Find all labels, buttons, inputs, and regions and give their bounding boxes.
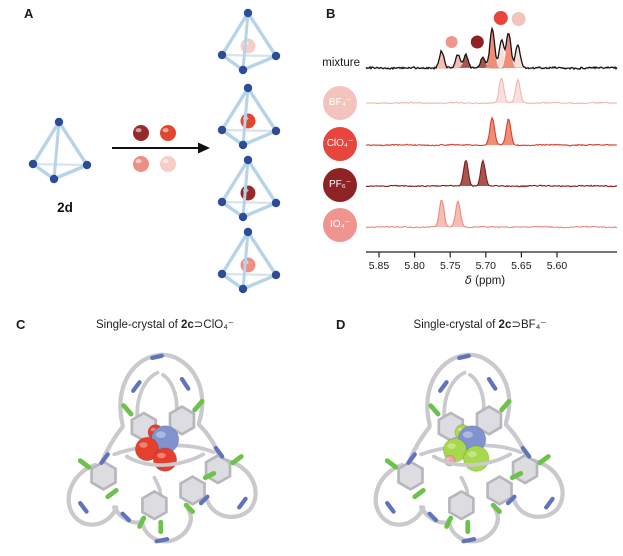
nmr-fill-IO4 bbox=[366, 200, 617, 228]
guest-anion-sphere bbox=[240, 185, 256, 201]
cage-vertex bbox=[271, 51, 281, 61]
panel-c-title-prefix: Single-crystal of bbox=[95, 319, 181, 331]
assignment-dot-PF6 bbox=[470, 35, 484, 49]
cage-vertex bbox=[271, 270, 281, 280]
free-anion-sphere bbox=[160, 125, 176, 141]
cage-vertex bbox=[243, 227, 253, 237]
nmr-fill-ClO4 bbox=[366, 117, 617, 146]
cage-vertex bbox=[243, 83, 253, 93]
cage-vertex bbox=[238, 284, 248, 294]
cage-vertex bbox=[243, 8, 253, 18]
cage-vertex bbox=[217, 125, 227, 135]
cage-vertex bbox=[238, 65, 248, 75]
nmr-trace-IO4 bbox=[365, 199, 618, 229]
tetrahedron-cage bbox=[217, 83, 281, 150]
tetrahedron-cage bbox=[28, 117, 92, 184]
guest-atom-sphere bbox=[462, 445, 490, 472]
encapsulated-anion bbox=[134, 424, 180, 472]
delta-symbol: δ bbox=[464, 273, 472, 287]
panel-d-title-compound: 2c bbox=[498, 319, 512, 331]
x-tick-label: 5.65 bbox=[511, 260, 532, 272]
nmr-trace-BF4 bbox=[365, 77, 618, 105]
tetrahedron-cage bbox=[217, 227, 281, 294]
assignment-dot-BF4 bbox=[511, 12, 526, 26]
encapsulated-anion bbox=[442, 424, 490, 472]
free-anion-sphere bbox=[133, 156, 149, 172]
panel-c-label: C bbox=[16, 317, 26, 332]
cage-vertex bbox=[217, 197, 227, 207]
nmr-trace-PF6 bbox=[365, 158, 618, 188]
cage-vertex bbox=[54, 117, 64, 127]
tetrahedron-cage bbox=[217, 8, 281, 75]
panel-d-title-prefix: Single-crystal of bbox=[413, 319, 499, 331]
panel-d-title: Single-crystal of 2c⊃BF₄⁻ bbox=[340, 317, 620, 331]
cage-vertex bbox=[217, 50, 227, 60]
assignment-dot-ClO4 bbox=[493, 11, 508, 25]
x-tick-label: 5.85 bbox=[369, 260, 390, 272]
panel-c-title-guest: ⊃ClO₄⁻ bbox=[193, 319, 235, 331]
x-tick-label: 5.60 bbox=[547, 260, 568, 272]
panel-c-title: Single-crystal of 2c⊃ClO₄⁻ bbox=[20, 317, 310, 331]
panel-a-illustration bbox=[28, 8, 281, 294]
ppm-unit: (ppm) bbox=[475, 275, 506, 287]
cage-vertex bbox=[243, 155, 253, 165]
mixture-fill-ClO4 bbox=[366, 28, 617, 69]
panel-d-title-guest: ⊃BF₄⁻ bbox=[511, 319, 547, 331]
cage-vertex bbox=[271, 198, 281, 208]
cage-vertex bbox=[271, 126, 281, 136]
cage-vertex bbox=[238, 212, 248, 222]
assignment-dot-IO4 bbox=[445, 36, 458, 48]
mixture-row-label: mixture bbox=[322, 57, 360, 69]
free-anion-sphere bbox=[133, 125, 149, 141]
mixture-envelope-trace bbox=[365, 26, 618, 71]
cage-vertex bbox=[49, 174, 59, 184]
cage-vertex bbox=[28, 159, 38, 169]
nmr-trace-ClO4 bbox=[365, 116, 618, 147]
guest-atom-sphere bbox=[152, 447, 178, 472]
guest-anion-sphere bbox=[240, 38, 256, 54]
free-anion-sphere bbox=[160, 156, 176, 172]
x-axis-label: δ (ppm) bbox=[420, 273, 550, 287]
x-tick-label: 5.75 bbox=[440, 260, 461, 272]
nmr-spectra-plot: 5.85 5.80 5.75 5.70 5.65 5.60 bbox=[365, 11, 618, 272]
panel-d-label: D bbox=[336, 317, 346, 332]
x-tick-label: 5.80 bbox=[404, 260, 425, 272]
tetrahedron-cage bbox=[217, 155, 281, 222]
reaction-arrow-head bbox=[198, 142, 210, 154]
guest-atom-sphere bbox=[134, 436, 160, 462]
panel-c-title-compound: 2c bbox=[181, 319, 194, 331]
nmr-fill-BF4 bbox=[366, 78, 617, 104]
x-tick-label: 5.70 bbox=[476, 260, 497, 272]
guest-anion-sphere bbox=[240, 257, 256, 273]
cage-vertex bbox=[82, 160, 92, 170]
guest-anion-sphere bbox=[240, 113, 256, 129]
panel-b-label: B bbox=[326, 6, 336, 21]
crystal-structure-d bbox=[352, 342, 592, 554]
cage-vertex bbox=[238, 140, 248, 150]
cage-vertex bbox=[217, 269, 227, 279]
panel-a-label: A bbox=[24, 6, 34, 21]
nmr-fill-PF6 bbox=[366, 160, 617, 187]
cage-2d-label: 2d bbox=[57, 200, 73, 215]
crystal-structure-c bbox=[45, 342, 285, 554]
